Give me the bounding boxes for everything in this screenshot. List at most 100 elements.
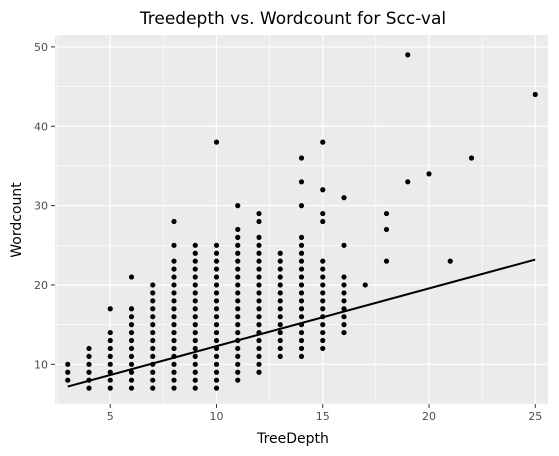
- data-point: [235, 203, 241, 209]
- data-point: [192, 337, 198, 344]
- x-tick-label: 25: [528, 410, 542, 423]
- data-point: [213, 314, 220, 320]
- data-point: [320, 306, 326, 312]
- data-point: [256, 258, 262, 264]
- data-point: [192, 298, 198, 304]
- data-point: [277, 329, 283, 336]
- data-point: [256, 242, 262, 248]
- data-point: [320, 274, 326, 280]
- data-point: [341, 298, 347, 304]
- data-point: [341, 282, 347, 288]
- data-point: [256, 282, 262, 288]
- data-point: [171, 242, 177, 248]
- data-point: [298, 306, 305, 312]
- data-point: [277, 290, 283, 296]
- data-point: [150, 290, 156, 296]
- data-point: [171, 314, 177, 320]
- y-tick-label: 30: [34, 200, 48, 213]
- data-point: [192, 322, 198, 328]
- data-point: [383, 210, 390, 217]
- data-point: [277, 282, 283, 288]
- data-point: [171, 361, 177, 367]
- data-point: [150, 282, 156, 288]
- data-point: [235, 314, 241, 320]
- data-point: [277, 337, 283, 344]
- data-point: [320, 139, 326, 145]
- data-point: [192, 274, 198, 280]
- data-point: [235, 226, 241, 233]
- data-point: [320, 322, 326, 328]
- data-point: [213, 242, 220, 248]
- data-point: [235, 274, 241, 280]
- data-point: [383, 258, 390, 264]
- x-tick-label: 15: [316, 410, 330, 423]
- data-point: [192, 306, 198, 312]
- data-point: [107, 369, 113, 375]
- data-point: [107, 345, 113, 352]
- data-point: [213, 306, 220, 312]
- data-point: [320, 337, 326, 344]
- data-point: [192, 377, 198, 383]
- data-point: [298, 314, 305, 320]
- data-point: [298, 258, 305, 264]
- data-point: [341, 306, 347, 312]
- data-point: [320, 329, 326, 336]
- data-point: [171, 369, 177, 375]
- data-point: [235, 345, 241, 352]
- data-point: [213, 139, 220, 145]
- data-point: [86, 361, 92, 367]
- data-point: [298, 337, 305, 344]
- data-point: [468, 155, 475, 161]
- data-point: [150, 329, 156, 336]
- data-point: [320, 187, 326, 193]
- data-point: [235, 306, 241, 312]
- data-point: [171, 274, 177, 280]
- data-point: [171, 298, 177, 304]
- data-point: [86, 369, 92, 375]
- trend-line: [67, 258, 536, 388]
- data-point: [362, 282, 368, 288]
- data-point: [65, 377, 71, 383]
- data-point: [107, 353, 113, 359]
- y-axis-title: Wordcount: [9, 182, 25, 258]
- data-point: [128, 345, 135, 352]
- data-point: [128, 306, 135, 312]
- data-point: [128, 385, 135, 391]
- x-axis-ticks: 5 10 15 20 25: [107, 404, 542, 423]
- data-point: [107, 385, 113, 391]
- data-point: [107, 306, 113, 312]
- data-point: [256, 234, 262, 240]
- y-tick-label: 50: [34, 41, 48, 54]
- data-point: [256, 266, 262, 272]
- data-point: [320, 345, 326, 352]
- data-point: [128, 337, 135, 344]
- data-point: [192, 290, 198, 296]
- data-point: [86, 345, 92, 352]
- data-point: [171, 345, 177, 352]
- data-point: [298, 298, 305, 304]
- data-point: [405, 179, 411, 185]
- data-point: [320, 282, 326, 288]
- data-point: [213, 369, 220, 375]
- data-point: [171, 337, 177, 344]
- data-point: [256, 298, 262, 304]
- data-point: [256, 274, 262, 280]
- data-point: [298, 345, 305, 352]
- data-point: [235, 322, 241, 328]
- data-point: [341, 290, 347, 296]
- data-point: [235, 361, 241, 367]
- data-point: [298, 234, 305, 240]
- data-point: [277, 314, 283, 320]
- data-point: [405, 52, 411, 58]
- data-point: [235, 290, 241, 296]
- data-point: [192, 385, 198, 391]
- data-point: [426, 171, 432, 177]
- data-point: [277, 353, 283, 359]
- data-point: [277, 298, 283, 304]
- data-point: [298, 266, 305, 272]
- data-point: [150, 353, 156, 359]
- data-point: [256, 353, 262, 359]
- data-point: [320, 218, 326, 225]
- data-point: [277, 266, 283, 272]
- data-point: [341, 314, 347, 320]
